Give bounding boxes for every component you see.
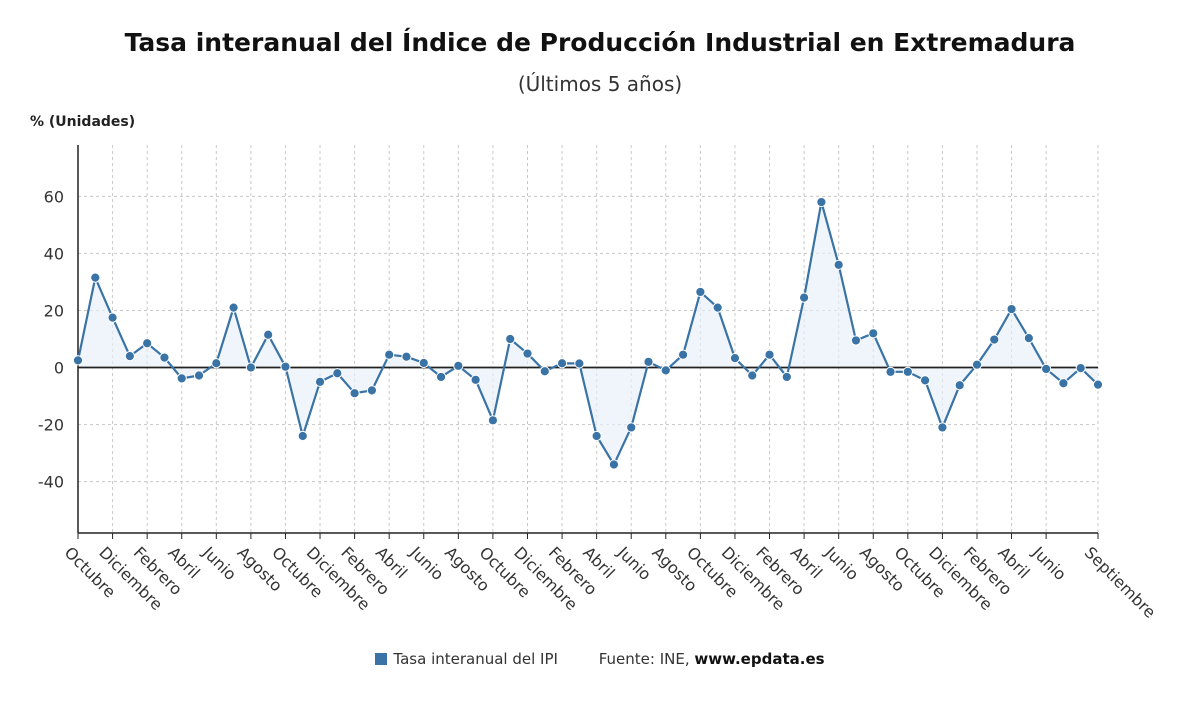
data-point [418, 357, 429, 369]
data-point [72, 355, 84, 366]
source-site: www.epdata.es [694, 650, 825, 668]
data-point [902, 366, 913, 377]
series-polyline [76, 200, 1099, 466]
data-point [349, 388, 360, 399]
data-point [107, 312, 118, 323]
data-point [297, 430, 308, 442]
data-point [712, 302, 723, 313]
data-point [1092, 379, 1104, 390]
y-tick-label: -40 [38, 473, 64, 492]
data-point [263, 329, 274, 340]
data-point [522, 348, 533, 359]
data-point [816, 196, 827, 208]
data-point [1075, 363, 1086, 374]
data-point [677, 349, 689, 360]
data-point [366, 385, 377, 396]
data-point [142, 338, 153, 349]
data-point [435, 371, 447, 383]
data-point [799, 292, 810, 303]
data-point [314, 376, 326, 387]
data-point [384, 349, 395, 360]
source-label: Fuente: INE, www.epdata.es [599, 650, 825, 668]
data-point [626, 422, 637, 433]
legend-series-label: Tasa interanual del IPI [393, 650, 558, 668]
data-point [850, 335, 862, 346]
series-line [76, 200, 1099, 466]
data-point [487, 415, 499, 426]
data-point [574, 358, 585, 369]
legend: Tasa interanual del IPI Fuente: INE, www… [0, 650, 1200, 668]
data-point [90, 272, 101, 283]
y-tick-label: 20 [44, 301, 64, 320]
x-tick-label: Junio [1028, 542, 1070, 584]
data-point [954, 380, 965, 391]
data-point [159, 352, 170, 363]
data-point [1058, 378, 1069, 389]
y-tick-label: 0 [54, 359, 64, 378]
data-points [72, 196, 1104, 470]
data-point [280, 361, 291, 372]
data-point [211, 358, 222, 369]
data-point [608, 459, 620, 470]
data-point [193, 370, 205, 381]
y-tick-labels: -40 -20 0 20 40 60 [38, 187, 64, 491]
source-prefix: Fuente: INE, [598, 650, 690, 668]
data-point [1041, 363, 1052, 375]
data-point [556, 358, 568, 369]
x-tick-label: Septiembre [1081, 543, 1160, 622]
data-point [228, 302, 239, 313]
data-point [176, 373, 187, 384]
data-point [453, 360, 464, 371]
x-tick-label: Junio [406, 542, 448, 584]
data-point [971, 359, 983, 370]
data-point [868, 328, 879, 339]
data-point [401, 351, 412, 362]
data-point [764, 349, 775, 360]
data-point [1023, 333, 1034, 344]
data-point [729, 353, 741, 364]
data-point [124, 351, 135, 362]
data-point [1006, 303, 1017, 315]
x-tick-label: Junio [821, 542, 863, 584]
data-point [643, 356, 654, 367]
data-point [591, 430, 602, 442]
y-tick-label: 60 [44, 187, 64, 206]
data-point [747, 370, 758, 381]
data-point [695, 286, 706, 298]
data-point [470, 374, 481, 385]
data-point [660, 365, 671, 376]
data-point [937, 422, 948, 433]
x-tick-labels: OctubreDiciembreFebreroAbrilJunioAgostoO… [61, 542, 1160, 622]
chart-title: Tasa interanual del Índice de Producción… [124, 28, 1076, 57]
y-tick-label: 40 [44, 244, 64, 263]
x-tick-label: Junio [198, 542, 240, 584]
data-point [989, 334, 1000, 345]
data-point [920, 375, 931, 386]
data-point [332, 368, 343, 379]
data-point [781, 371, 792, 383]
data-point [505, 333, 516, 345]
data-point [539, 366, 550, 377]
data-point [833, 259, 844, 270]
chart-subtitle: (Últimos 5 años) [517, 72, 683, 96]
data-point [245, 362, 256, 373]
data-point [885, 366, 896, 377]
y-axis-unit-label: % (Unidades) [30, 114, 136, 130]
y-tick-label: -20 [38, 416, 64, 435]
x-tick-label: Junio [613, 542, 655, 584]
legend-swatch [375, 653, 388, 665]
